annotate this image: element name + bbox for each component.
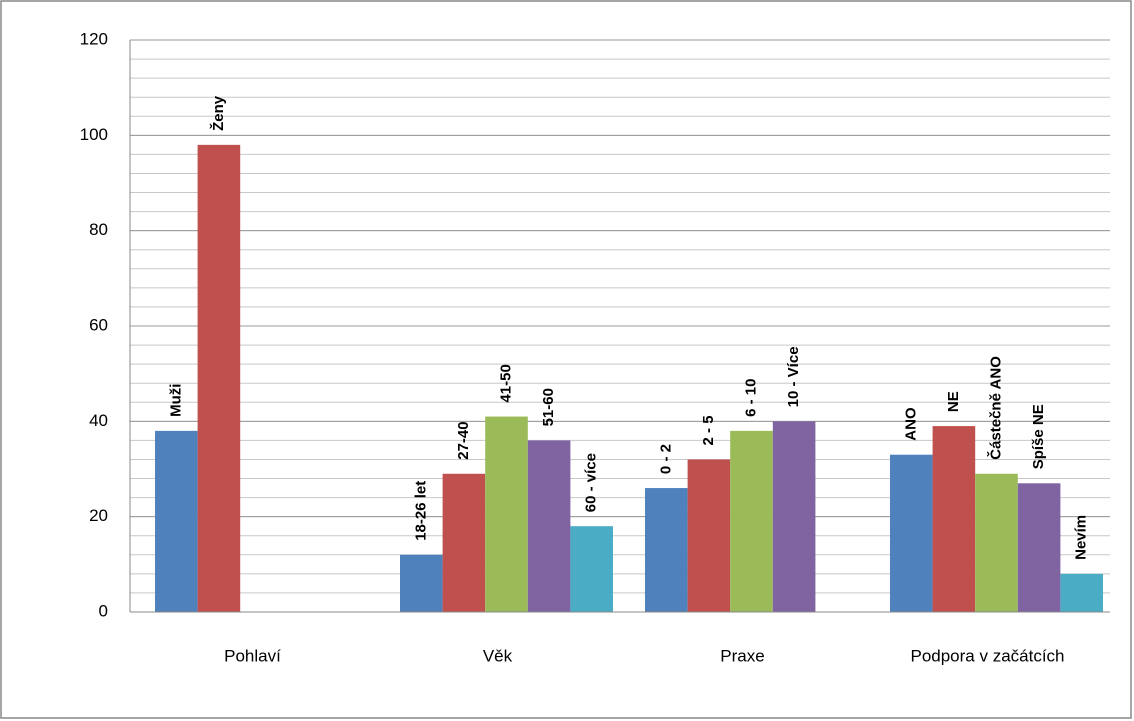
bar [890,454,933,612]
bar-label: Muži [167,384,184,417]
x-tick-label: Podpora v začátcích [910,646,1064,665]
bar [932,426,976,612]
x-tick-label: Praxe [720,646,764,665]
x-tick-label: Pohlaví [224,646,281,665]
bar [527,440,571,612]
bar [400,554,443,612]
y-tick-label: 80 [89,220,108,239]
bar-label: 60 - více [583,453,600,512]
y-tick-label: 0 [99,601,108,620]
bar [645,488,688,612]
bar [155,430,198,612]
y-tick-label: 20 [89,506,108,525]
bar [197,144,241,612]
bar-label: 2 - 5 [700,415,717,445]
bar [1017,483,1061,612]
bar [570,526,613,612]
bar [730,430,773,612]
bar-label: 51-60 [540,388,557,426]
y-tick-label: 120 [80,29,108,48]
bar-label: Ženy [209,95,227,131]
y-tick-label: 40 [89,411,108,430]
bar-label: Spíše NE [1030,404,1047,469]
bar-label: 6 - 10 [742,379,759,417]
x-tick-label: Věk [483,646,513,665]
bar-label: NE [945,391,962,412]
bar-label: ANO [902,407,919,441]
y-tick-label: 60 [89,315,108,334]
bar-label: 0 - 2 [657,444,674,474]
bar [1060,573,1103,612]
bar-label: 18-26 let [412,481,429,541]
bar [485,416,528,612]
bar-label: 27-40 [455,421,472,459]
bar [687,459,731,612]
y-tick-label: 100 [80,125,108,144]
bar-label: Částečně ANO [986,356,1004,460]
bar [975,473,1018,612]
bar-label: Nevím [1073,515,1090,560]
bar-label: 41-50 [497,364,514,402]
bar-label: 10 - Více [785,346,802,407]
bar [442,473,486,612]
bar [772,421,816,612]
